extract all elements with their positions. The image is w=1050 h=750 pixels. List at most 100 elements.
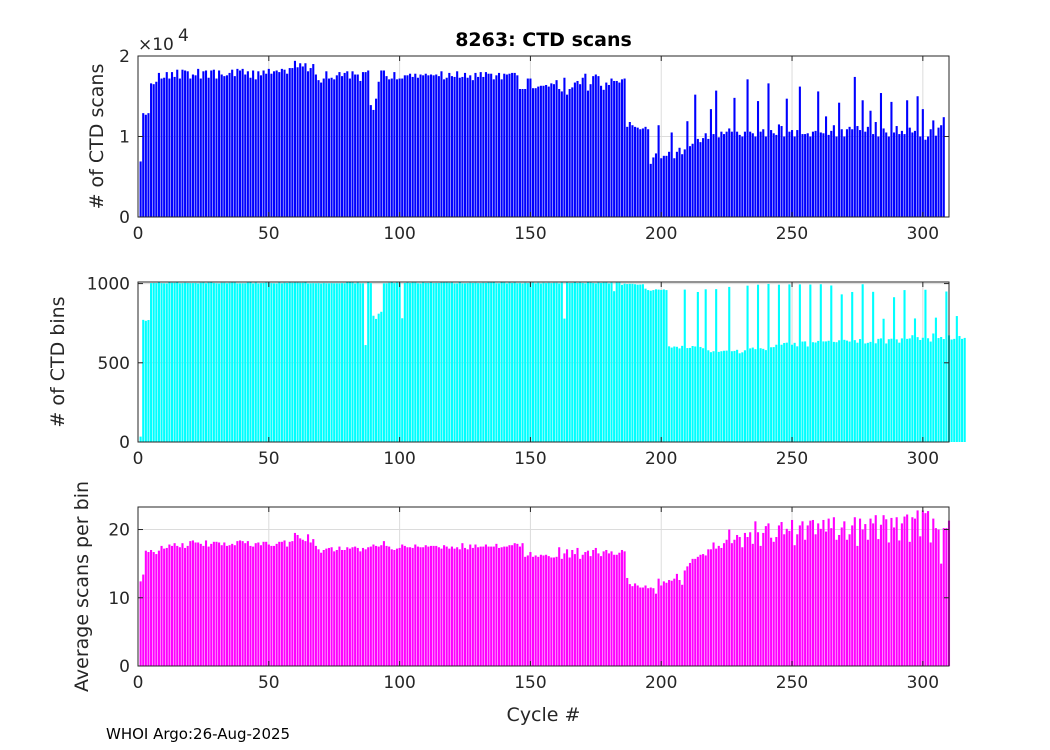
- bar: [477, 283, 480, 442]
- bar: [508, 282, 511, 442]
- bar: [853, 76, 856, 218]
- bar: [202, 71, 205, 217]
- bar: [537, 556, 540, 666]
- bar: [233, 282, 236, 442]
- bar: [566, 549, 569, 666]
- bar: [191, 283, 194, 442]
- bar: [409, 73, 412, 218]
- bar: [843, 136, 846, 217]
- bar: [484, 282, 487, 442]
- bar: [521, 543, 524, 666]
- bar: [231, 69, 234, 217]
- bar: [524, 282, 527, 442]
- bar: [435, 74, 438, 217]
- bar: [592, 282, 595, 442]
- bar: [505, 546, 508, 666]
- bar: [908, 338, 911, 442]
- bar: [427, 546, 430, 666]
- bar: [320, 552, 323, 666]
- y-exponent-label: ×10: [138, 35, 174, 55]
- bar: [913, 518, 917, 666]
- bar: [673, 578, 676, 666]
- bar: [762, 532, 765, 666]
- bar: [882, 515, 885, 666]
- bar: [204, 283, 208, 442]
- bar: [299, 63, 302, 217]
- bar: [845, 539, 849, 666]
- bar: [615, 80, 618, 218]
- bar: [309, 68, 312, 217]
- bar: [160, 283, 163, 442]
- bar: [785, 98, 788, 217]
- bar: [466, 77, 469, 218]
- bar: [238, 70, 242, 218]
- bar: [150, 283, 153, 442]
- bar: [725, 350, 728, 442]
- bar: [163, 548, 166, 666]
- bar: [942, 117, 945, 217]
- bar: [856, 126, 859, 217]
- bar: [563, 77, 566, 218]
- bar: [147, 113, 150, 217]
- bar: [736, 534, 739, 666]
- bar: [879, 524, 883, 666]
- bar: [270, 73, 273, 218]
- bar: [715, 289, 718, 442]
- bar: [401, 318, 404, 442]
- bar: [262, 282, 265, 442]
- bar: [620, 549, 624, 666]
- bar: [942, 528, 945, 666]
- bar: [505, 283, 508, 442]
- bar: [636, 127, 639, 217]
- bar: [788, 131, 791, 217]
- bar: [422, 282, 425, 442]
- bar: [675, 573, 678, 666]
- bar: [223, 76, 226, 218]
- bar: [189, 283, 192, 442]
- bar: [225, 283, 228, 442]
- bar: [929, 542, 932, 666]
- bar: [346, 547, 349, 666]
- bar: [796, 534, 799, 666]
- bar: [874, 122, 877, 217]
- bar: [147, 320, 150, 442]
- bar: [477, 76, 480, 218]
- bar: [804, 539, 807, 666]
- bar: [168, 544, 171, 666]
- y-tick-label: 1000: [87, 275, 130, 295]
- bar: [694, 346, 697, 442]
- axes-frame: [137, 506, 950, 667]
- bar: [416, 77, 419, 218]
- bar: [568, 89, 571, 217]
- bar: [477, 547, 480, 666]
- bar: [254, 282, 257, 442]
- bar: [385, 283, 388, 442]
- bar: [777, 284, 780, 442]
- bar: [607, 84, 610, 217]
- bar: [958, 336, 961, 442]
- bar: [275, 70, 278, 218]
- bar: [827, 518, 830, 666]
- bar: [191, 540, 194, 666]
- bar: [542, 555, 545, 666]
- bar: [341, 76, 344, 218]
- y-exponent-power: 4: [178, 26, 189, 46]
- bar: [390, 549, 393, 666]
- bar: [202, 545, 205, 666]
- bar: [594, 74, 597, 217]
- bar: [929, 129, 932, 217]
- bar: [440, 282, 443, 442]
- bar: [900, 523, 903, 666]
- bar: [798, 86, 801, 217]
- bar: [568, 557, 571, 666]
- bar: [495, 75, 498, 217]
- bar: [212, 282, 215, 442]
- bar: [267, 68, 270, 217]
- bar: [534, 555, 537, 666]
- bar: [210, 543, 213, 666]
- bar: [882, 318, 885, 442]
- bar: [678, 348, 681, 442]
- bar: [254, 543, 257, 666]
- bar: [806, 525, 809, 666]
- bar: [555, 282, 558, 442]
